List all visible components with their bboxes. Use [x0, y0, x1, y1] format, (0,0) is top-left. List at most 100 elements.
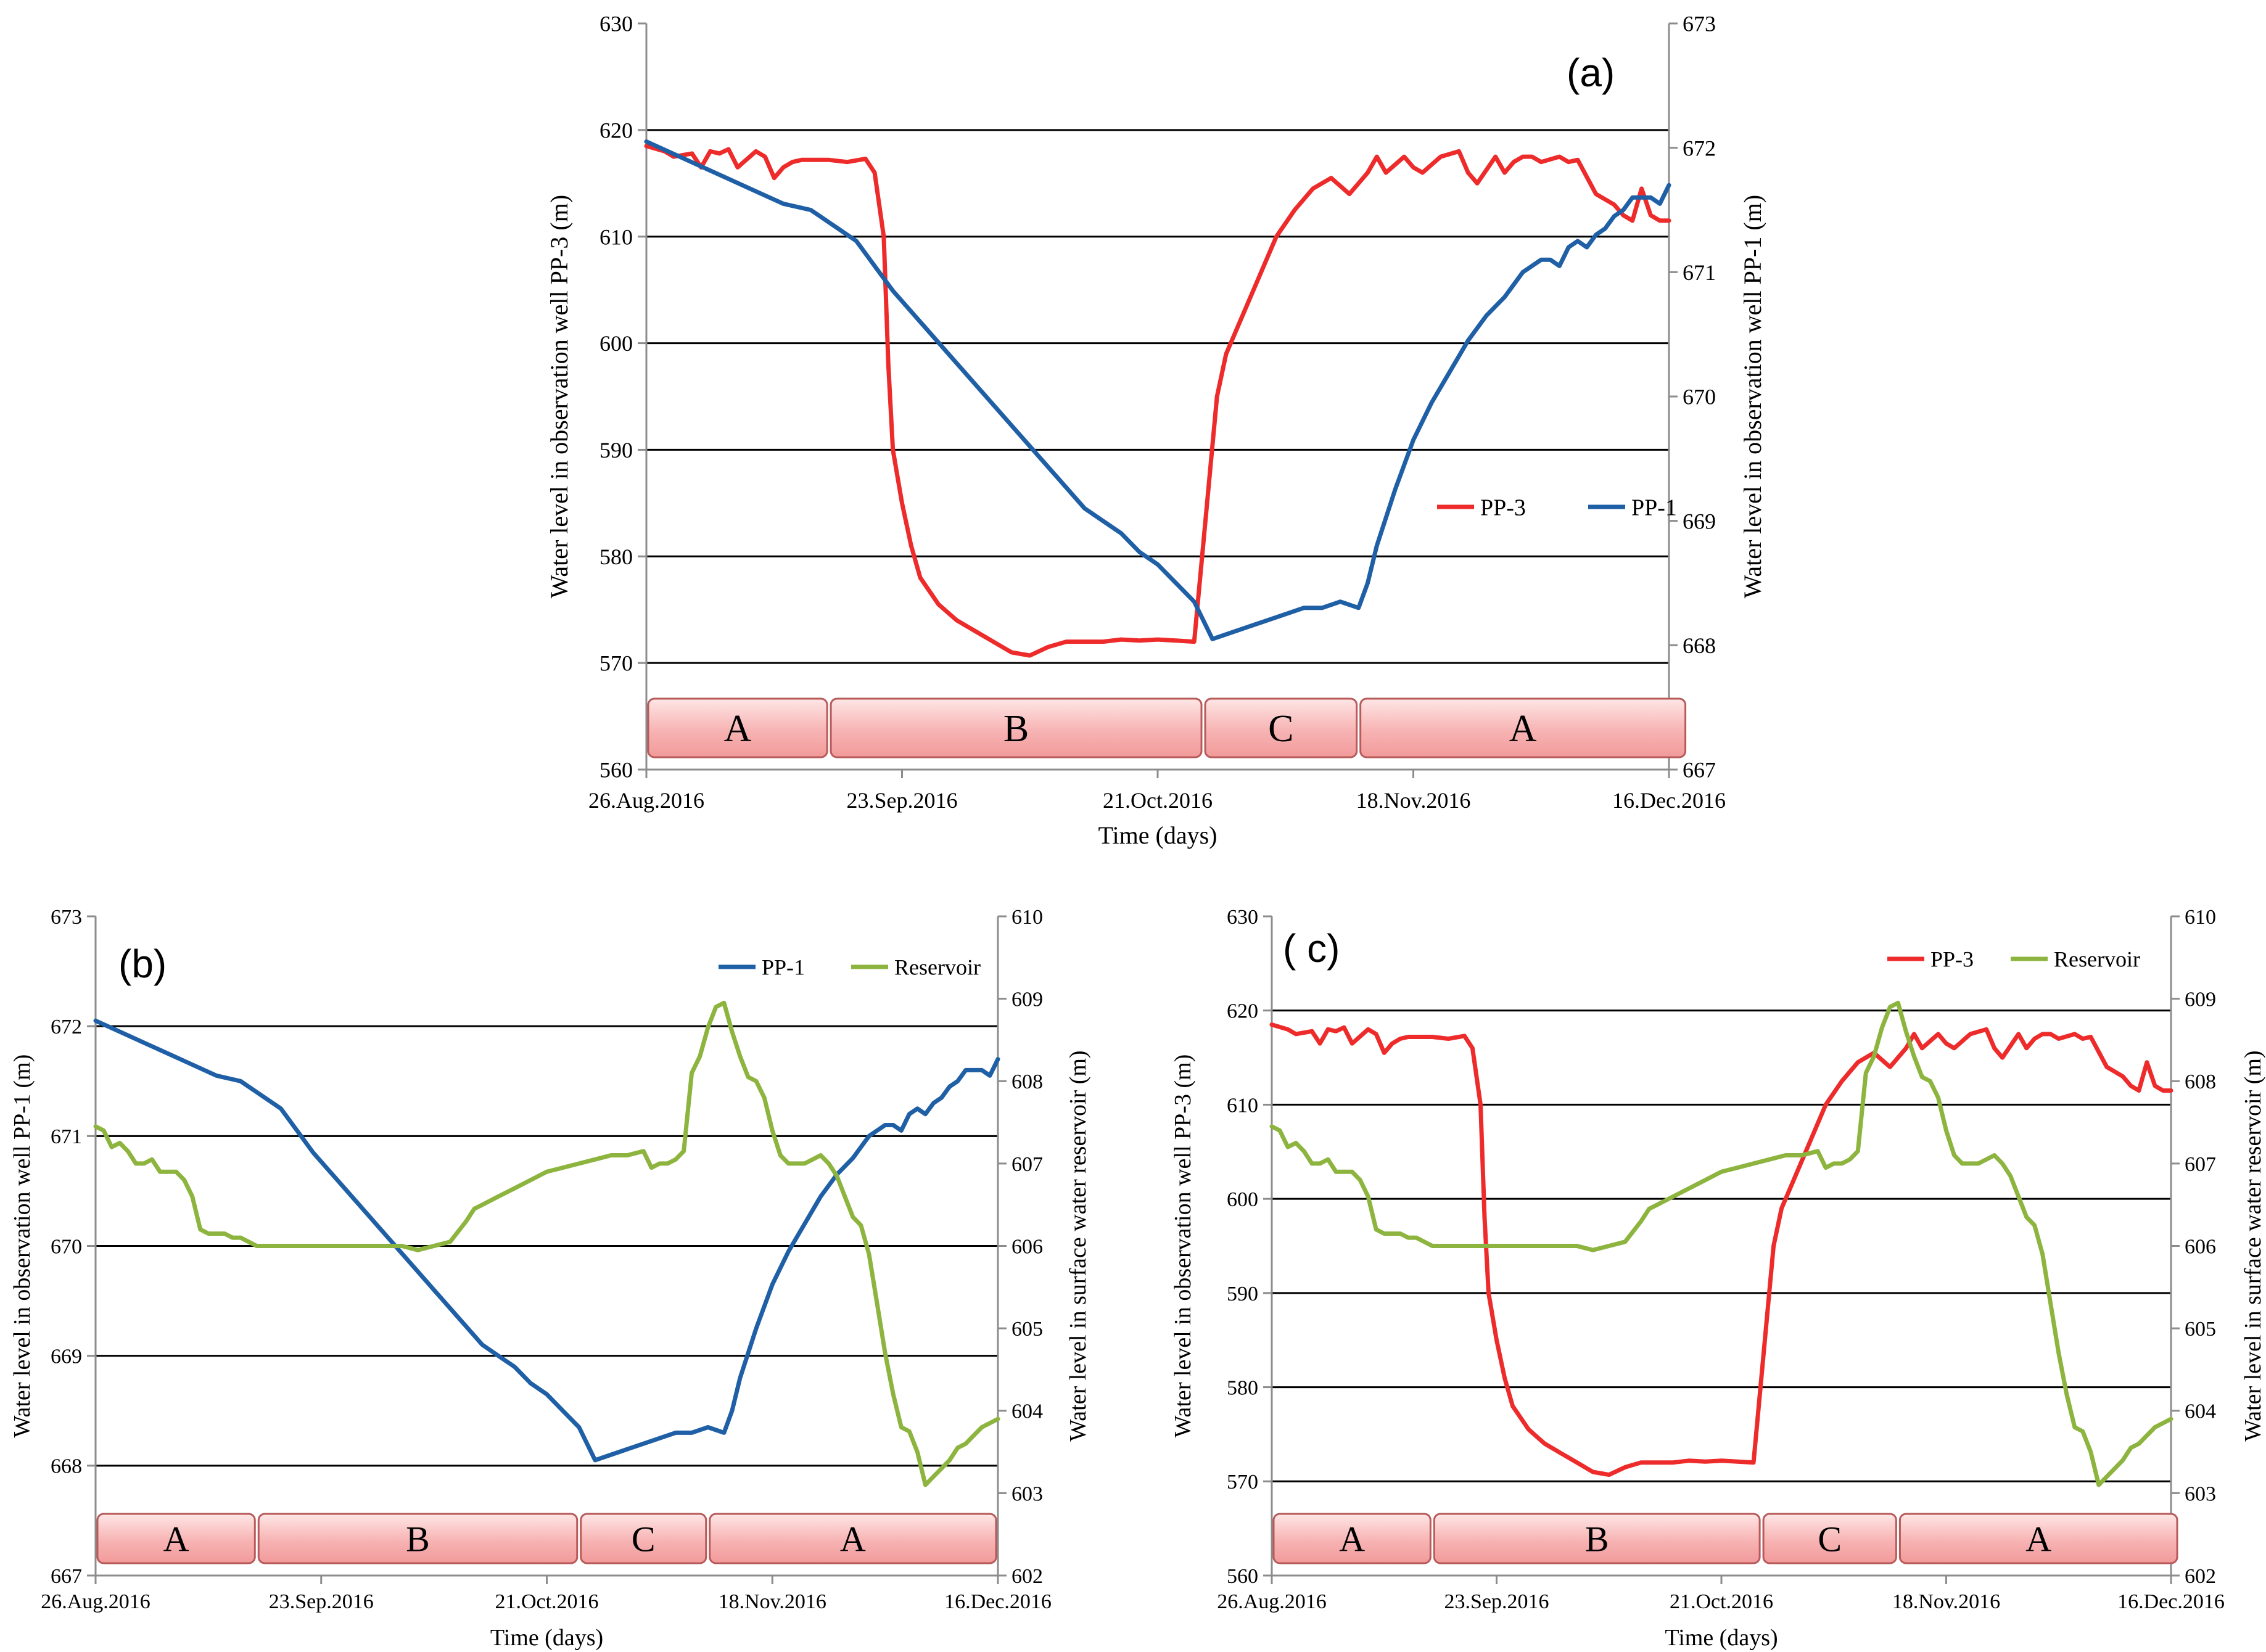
y-tick-label-left: 673	[51, 906, 82, 929]
y-tick-label-left: 670	[51, 1235, 82, 1258]
y-tick-label-right: 667	[1683, 758, 1716, 783]
y-tick-label-left: 620	[599, 118, 633, 142]
legend-label: PP-3	[1480, 495, 1526, 520]
y-tick-label-left: 610	[599, 224, 633, 249]
y-tick-label-right: 603	[2185, 1482, 2216, 1505]
y-tick-label-left: 671	[51, 1125, 82, 1148]
x-tick-label: 16.Dec.2016	[944, 1590, 1052, 1613]
y-tick-label-right: 609	[1011, 988, 1043, 1011]
y-tick-label-right: 603	[1011, 1482, 1043, 1505]
phase-label: A	[1339, 1519, 1365, 1559]
y-tick-label-right: 605	[2185, 1318, 2216, 1341]
y-tick-label-right: 670	[1683, 385, 1716, 409]
phase-label: A	[2025, 1519, 2051, 1559]
series-line-pp-3	[644, 144, 1671, 658]
y-tick-label-left: 580	[1227, 1376, 1258, 1399]
phase-label: A	[1509, 708, 1537, 750]
x-tick-label: 16.Dec.2016	[2117, 1590, 2225, 1613]
x-tick-label: 23.Sep.2016	[847, 788, 958, 813]
series-line-reservoir	[1269, 1000, 2173, 1487]
y-tick-label-left: 672	[51, 1016, 82, 1038]
y-tick-label-right: 606	[2185, 1235, 2216, 1258]
y-tick-label-left: 590	[599, 438, 633, 462]
chart-panel-3: 560 570 580 590 600 610 620 630 602 603 604 605 606 6…	[1170, 906, 2266, 1651]
legend-label: Reservoir	[2054, 947, 2140, 972]
chart-panel-1: 560 570 580 590 600 610 620 630 667 668 669 670 671 6…	[545, 12, 1766, 849]
x-axis-label: Time (days)	[490, 1625, 603, 1651]
y-tick-label-left: 668	[51, 1455, 82, 1478]
y-tick-label-left: 580	[599, 545, 633, 569]
y-tick-label-right: 605	[1011, 1318, 1043, 1341]
y-tick-label-left: 570	[1227, 1471, 1258, 1494]
y-tick-label-left: 630	[599, 12, 633, 36]
phase-box	[1898, 1513, 2178, 1564]
phase-label: A	[724, 708, 752, 750]
x-axis-label: Time (days)	[1098, 821, 1217, 849]
phase-box	[257, 1513, 579, 1564]
phase-box	[830, 697, 1203, 758]
phase-label: A	[840, 1519, 866, 1559]
phase-box	[96, 1513, 256, 1564]
panel-label: ( c)	[1283, 926, 1340, 971]
phase-label: A	[163, 1519, 189, 1559]
y-tick-label-left: 560	[1227, 1565, 1258, 1588]
x-axis-label: Time (days)	[1665, 1625, 1778, 1651]
y-tick-label-left: 669	[51, 1346, 82, 1368]
y-axis-label-right: Water level in surface water reservoir (…	[1065, 1050, 1091, 1441]
phase-box	[1272, 1513, 1432, 1564]
series-line-pp-1	[644, 139, 1671, 641]
y-tick-label-right: 606	[1011, 1235, 1043, 1258]
phase-box	[1762, 1513, 1897, 1564]
y-tick-label-right: 604	[2185, 1400, 2216, 1423]
x-tick-label: 18.Nov.2016	[1892, 1590, 2000, 1613]
panel-label: (a)	[1567, 51, 1615, 95]
phase-box	[1433, 1513, 1761, 1564]
x-tick-label: 16.Dec.2016	[1612, 788, 1726, 813]
y-tick-label-right: 610	[2185, 906, 2216, 929]
y-tick-label-right: 609	[2185, 988, 2216, 1011]
y-tick-label-left: 570	[599, 651, 633, 676]
y-tick-label-right: 604	[1011, 1400, 1043, 1423]
y-tick-label-right: 608	[1011, 1071, 1043, 1093]
y-tick-label-left: 560	[599, 758, 633, 783]
y-tick-label-right: 608	[2185, 1071, 2216, 1093]
x-tick-label: 18.Nov.2016	[1356, 788, 1471, 813]
y-axis-label-right: Water level in surface water reservoir (…	[2240, 1050, 2266, 1441]
phase-label: C	[1818, 1519, 1842, 1559]
phase-box	[1359, 697, 1687, 758]
x-tick-label: 26.Aug.2016	[41, 1590, 150, 1613]
panel-label: (b)	[118, 942, 167, 986]
y-tick-label-right: 610	[1011, 906, 1043, 929]
series-line-pp-1	[93, 1018, 1000, 1463]
legend-label: PP-1	[1631, 495, 1677, 520]
y-tick-label-left: 590	[1227, 1283, 1258, 1305]
y-tick-label-right: 671	[1683, 260, 1716, 285]
y-axis-label-left: Water level in observation well PP-3 (m)	[545, 195, 573, 598]
y-tick-label-right: 607	[1011, 1153, 1043, 1176]
y-tick-label-left: 667	[51, 1565, 82, 1588]
y-tick-label-right: 668	[1683, 633, 1716, 658]
x-tick-label: 18.Nov.2016	[719, 1590, 826, 1613]
y-tick-label-left: 630	[1227, 906, 1258, 929]
series-line-reservoir	[93, 1000, 1000, 1487]
chart-panel-2: 667 668 669 670 671 672 673 602 603 604 605 606 607 6…	[9, 906, 1091, 1651]
y-tick-label-left: 600	[599, 331, 633, 356]
phase-box	[709, 1513, 997, 1564]
phase-label: B	[1585, 1519, 1609, 1559]
y-tick-label-left: 610	[1227, 1094, 1258, 1117]
x-tick-label: 26.Aug.2016	[1217, 1590, 1327, 1613]
y-axis-label-left: Water level in observation well PP-1 (m)	[9, 1054, 35, 1438]
x-tick-label: 23.Sep.2016	[1444, 1590, 1549, 1613]
x-tick-label: 26.Aug.2016	[588, 788, 704, 813]
y-tick-label-right: 669	[1683, 509, 1716, 533]
y-tick-label-right: 607	[2185, 1153, 2216, 1176]
phase-label: B	[406, 1519, 430, 1559]
x-tick-label: 23.Sep.2016	[269, 1590, 374, 1613]
legend-label: Reservoir	[894, 955, 981, 980]
x-tick-label: 21.Oct.2016	[1670, 1590, 1773, 1613]
legend-label: PP-1	[762, 955, 805, 980]
legend-label: PP-3	[1930, 947, 1974, 972]
x-tick-label: 21.Oct.2016	[495, 1590, 598, 1613]
phase-label: B	[1003, 708, 1029, 750]
